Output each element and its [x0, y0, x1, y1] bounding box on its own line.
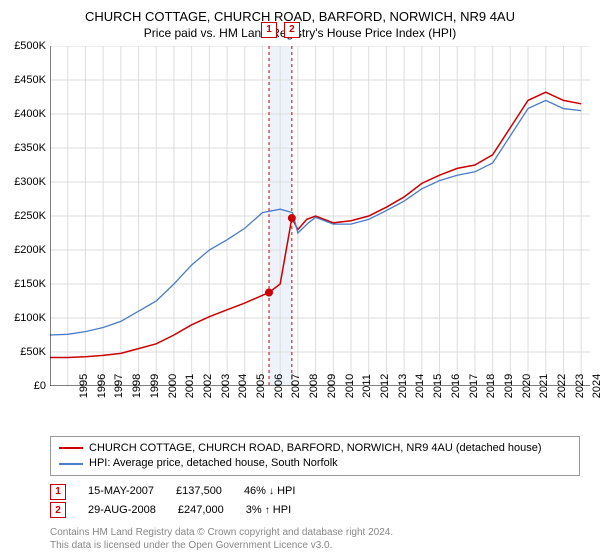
legend-swatch-hpi: [59, 463, 83, 465]
y-tick-label: £400K: [14, 108, 50, 120]
sale-vs-hpi-2: 3% ↑ HPI: [246, 501, 291, 520]
sale-row-2: 2 29-AUG-2008 £247,000 3% ↑ HPI: [50, 501, 580, 520]
y-tick-label: £350K: [14, 142, 50, 154]
legend-item-hpi: HPI: Average price, detached house, Sout…: [59, 456, 571, 471]
chart-title: CHURCH COTTAGE, CHURCH ROAD, BARFORD, NO…: [10, 8, 590, 26]
y-tick-label: £450K: [14, 74, 50, 86]
y-tick-label: £500K: [14, 40, 50, 52]
legend-swatch-property: [59, 447, 83, 449]
sale-row-1: 1 15-MAY-2007 £137,500 46% ↓ HPI: [50, 482, 580, 501]
sale-marker-1: 1: [50, 484, 66, 500]
sale-marker-flag: 1: [261, 22, 277, 38]
y-tick-label: £200K: [14, 244, 50, 256]
legend-label-hpi: HPI: Average price, detached house, Sout…: [89, 456, 338, 471]
y-tick-label: £300K: [14, 176, 50, 188]
chart-plot: £0£50K£100K£150K£200K£250K£300K£350K£400…: [50, 46, 590, 386]
chart-subtitle: Price paid vs. HM Land Registry's House …: [10, 26, 590, 40]
footer-attribution: Contains HM Land Registry data © Crown c…: [50, 526, 580, 552]
legend-box: CHURCH COTTAGE, CHURCH ROAD, BARFORD, NO…: [50, 436, 580, 477]
legend-item-property: CHURCH COTTAGE, CHURCH ROAD, BARFORD, NO…: [59, 441, 571, 456]
sale-marker-flag: 2: [284, 22, 300, 38]
sale-price-1: £137,500: [176, 482, 222, 501]
y-tick-label: £250K: [14, 210, 50, 222]
sale-marker-2: 2: [50, 502, 66, 518]
sales-table: 1 15-MAY-2007 £137,500 46% ↓ HPI 2 29-AU…: [50, 482, 580, 519]
sale-price-2: £247,000: [178, 501, 224, 520]
sale-date-1: 15-MAY-2007: [88, 482, 154, 501]
y-tick-label: £0: [34, 380, 50, 392]
y-tick-label: £50K: [20, 346, 50, 358]
legend-label-property: CHURCH COTTAGE, CHURCH ROAD, BARFORD, NO…: [89, 441, 542, 456]
y-tick-label: £150K: [14, 278, 50, 290]
sale-date-2: 29-AUG-2008: [88, 501, 156, 520]
y-tick-label: £100K: [14, 312, 50, 324]
sale-vs-hpi-1: 46% ↓ HPI: [244, 482, 296, 501]
x-tick-label: 2025: [581, 373, 600, 397]
